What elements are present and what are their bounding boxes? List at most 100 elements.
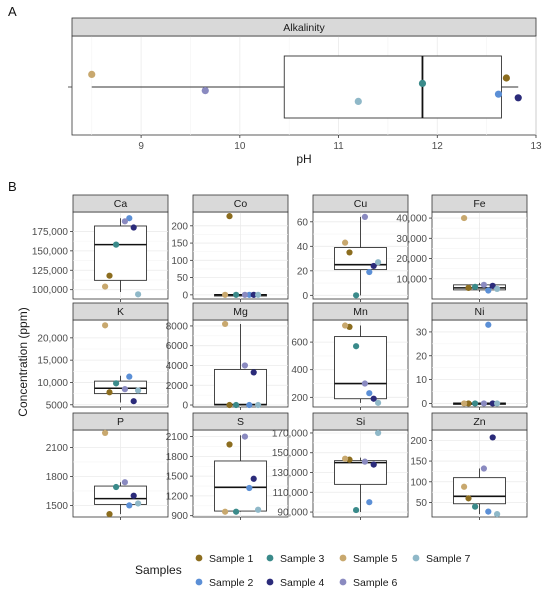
- facet-title: Zn: [473, 416, 485, 428]
- y-tick-label: 175,000: [32, 227, 69, 238]
- y-tick-label: 20,000: [396, 254, 427, 265]
- facet-title: Mn: [353, 306, 368, 318]
- x-axis-title: pH: [296, 152, 311, 166]
- legend-swatch-6: [339, 578, 347, 586]
- facet-p: P 1500 1800 2100: [46, 412, 169, 520]
- point-sample-4: [370, 461, 377, 468]
- y-tick-label: 100: [410, 477, 427, 488]
- point-sample-6: [121, 386, 128, 393]
- facet-strip: [71, 17, 537, 37]
- facet-title: Si: [356, 416, 365, 428]
- facet-si: Si 90,000 110,000 130,000 150,000 170,000: [272, 412, 409, 520]
- point-sample-2: [126, 215, 133, 222]
- panel-label-b: B: [8, 179, 17, 194]
- y-tick-label: 0: [182, 290, 188, 301]
- point-sample-3: [233, 508, 240, 515]
- y-tick-label: 90,000: [277, 508, 308, 519]
- point-sample-7: [375, 399, 382, 406]
- y-tick-label: 400: [291, 365, 308, 376]
- point-sample-1: [226, 441, 233, 448]
- y-tick-label: 900: [171, 511, 188, 522]
- point-sample-6: [201, 87, 209, 95]
- point-sample-3: [418, 79, 427, 87]
- point-sample-7: [135, 291, 142, 298]
- facet-ni: Ni 0 10 20 30: [416, 302, 528, 410]
- point-sample-4: [489, 282, 496, 289]
- y-tick-label: 15,000: [37, 356, 68, 367]
- point-sample-2: [246, 401, 253, 409]
- point-sample-7: [375, 259, 382, 266]
- point-sample-5: [222, 320, 229, 328]
- elements-facet-grid: Concentration (ppm) Ca 100,000 125,000 150,0…: [16, 194, 528, 522]
- facet-title: S: [237, 416, 244, 428]
- y-tick-label: 10: [416, 375, 428, 386]
- facet-fe: Fe 10,000 20,000 30,000 40,000: [396, 194, 528, 302]
- point-sample-6: [480, 465, 487, 472]
- y-tick-label: 0: [182, 401, 188, 412]
- point-sample-7: [255, 506, 262, 513]
- point-sample-5: [461, 400, 468, 407]
- legend-title: Samples: [135, 563, 182, 577]
- legend-swatch-2: [195, 578, 203, 586]
- point-sample-3: [113, 380, 120, 387]
- box: [94, 225, 147, 281]
- point-sample-2: [126, 373, 133, 380]
- facet-strip: [431, 302, 528, 321]
- point-sample-3: [472, 283, 479, 290]
- facet-strip: [192, 412, 289, 431]
- box: [214, 368, 267, 406]
- point-sample-3: [113, 241, 120, 248]
- y-tick-label: 1800: [166, 452, 189, 463]
- box: [94, 485, 147, 505]
- point-sample-6: [121, 479, 128, 486]
- point-sample-1: [226, 213, 233, 220]
- y-tick-label: 50: [416, 498, 428, 509]
- point-sample-7: [255, 401, 262, 409]
- facet-strip: [72, 302, 169, 321]
- legend: Samples Sample 1 Sample 3 Sample 5 Sample 7 S…: [135, 553, 471, 589]
- point-sample-6: [241, 433, 248, 440]
- y-tick-label: 150,000: [272, 448, 309, 459]
- x-tick-label: 13: [530, 141, 542, 152]
- y-tick-label: 150: [410, 457, 427, 468]
- y-tick-label: 2000: [166, 381, 189, 392]
- legend-label-6: Sample 6: [353, 577, 398, 589]
- y-tick-label: 200: [410, 436, 427, 447]
- point-sample-5: [222, 291, 229, 298]
- point-sample-7: [135, 387, 142, 394]
- point-sample-4: [130, 492, 137, 499]
- y-axis-title: Concentration (ppm): [16, 307, 30, 416]
- point-sample-3: [233, 291, 240, 298]
- y-tick-label: 0: [302, 291, 308, 302]
- y-tick-label: 20: [297, 266, 309, 277]
- point-sample-3: [353, 343, 360, 350]
- point-sample-1: [465, 284, 472, 291]
- box: [283, 55, 502, 119]
- y-tick-label: 20,000: [37, 333, 68, 344]
- alkalinity-panel: Alkalinity 9 10 11 12 13 pH: [68, 17, 542, 166]
- point-sample-3: [353, 292, 360, 299]
- point-sample-5: [88, 70, 96, 78]
- facet-title: Fe: [473, 198, 485, 210]
- point-sample-2: [126, 502, 133, 509]
- point-sample-2: [485, 287, 492, 294]
- point-sample-7: [375, 429, 382, 437]
- point-sample-7: [494, 400, 501, 407]
- y-tick-label: 30: [416, 327, 428, 338]
- point-sample-4: [489, 400, 496, 407]
- box: [453, 477, 506, 505]
- point-sample-1: [465, 495, 472, 502]
- point-sample-6: [361, 213, 368, 221]
- point-sample-4: [370, 395, 377, 402]
- point-sample-3: [472, 503, 479, 510]
- legend-label-3: Sample 3: [280, 553, 325, 565]
- x-tick-label: 11: [333, 141, 344, 152]
- legend-label-2: Sample 2: [209, 577, 254, 589]
- point-sample-6: [121, 218, 128, 225]
- point-sample-6: [241, 291, 248, 298]
- facet-mg: Mg 0 2000 4000 6000 8000: [166, 302, 289, 412]
- y-tick-label: 1500: [46, 501, 69, 512]
- point-sample-5: [342, 239, 349, 246]
- y-tick-label: 100,000: [32, 285, 69, 296]
- legend-label-7: Sample 7: [426, 553, 471, 565]
